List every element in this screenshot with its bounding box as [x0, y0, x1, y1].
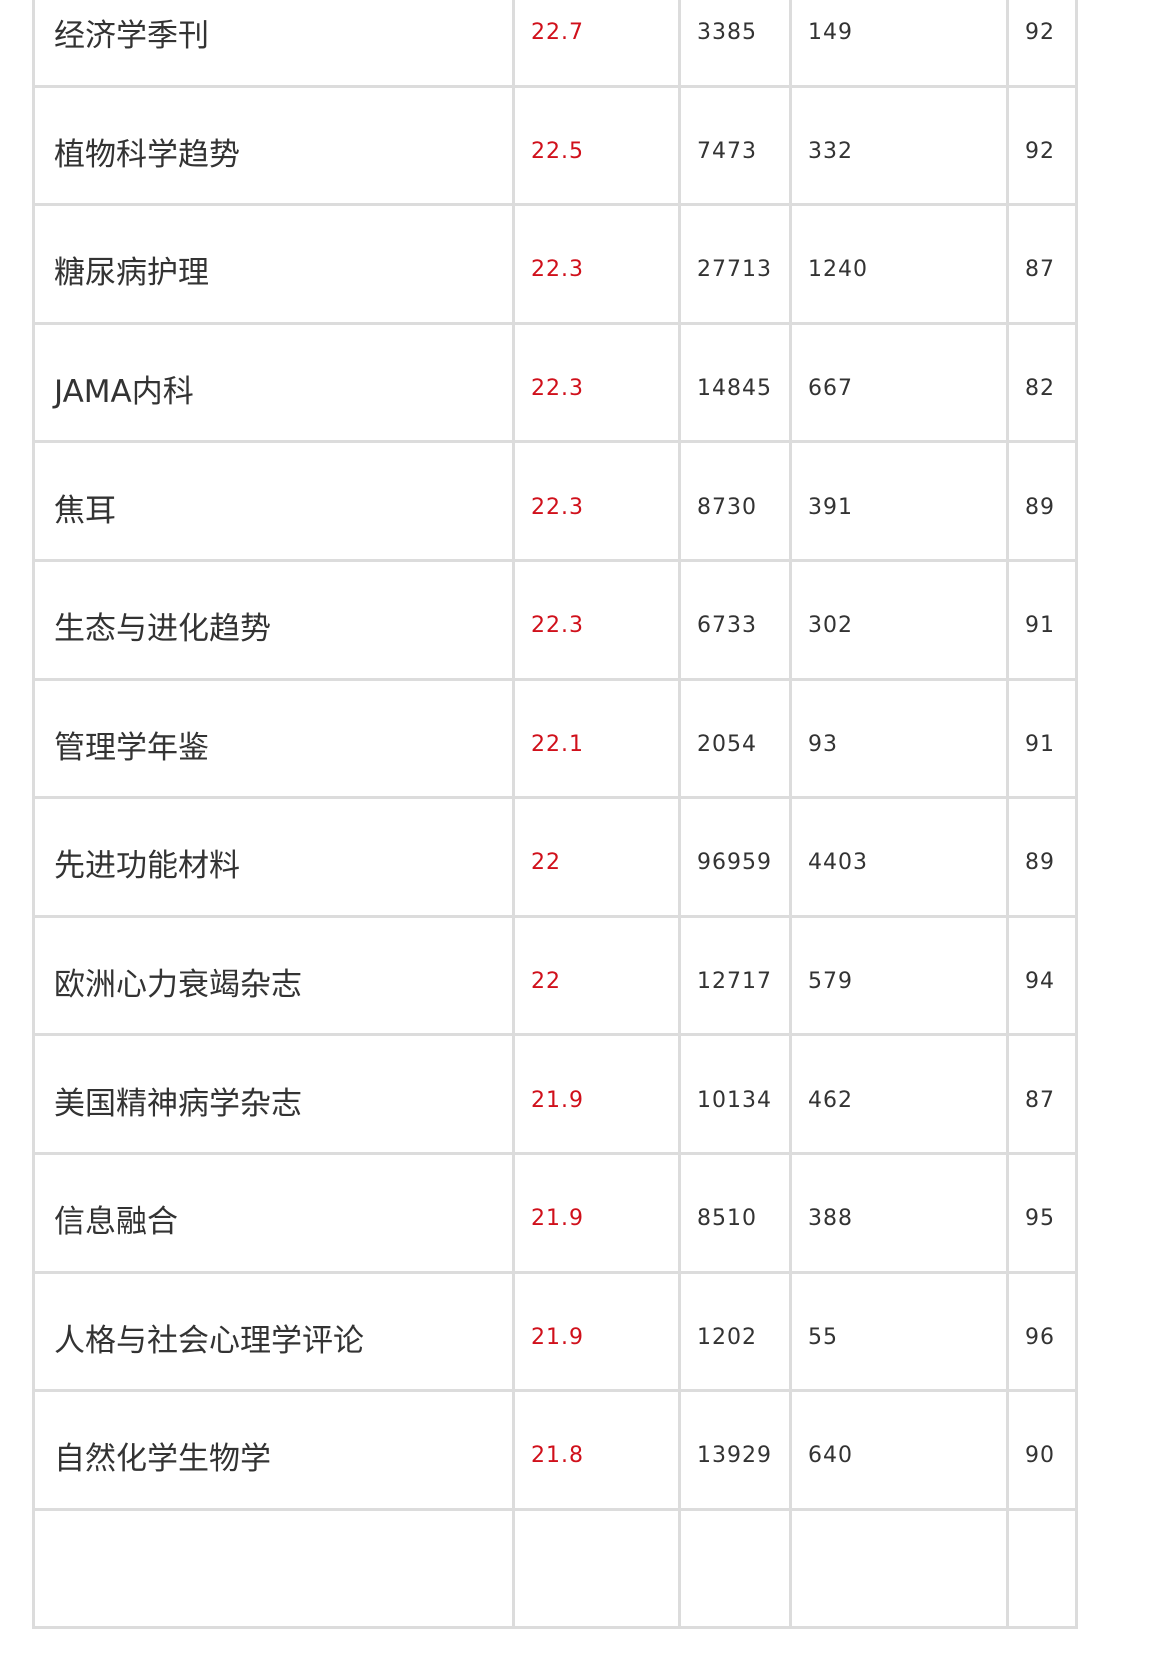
score-cell: 87: [1006, 203, 1078, 325]
impact-factor-cell: 21.9: [512, 1033, 681, 1155]
journal-table: 经济学季刊 22.7 3385 149 92 植物科学趋势 22.5 7473 332 92 糖尿病…: [32, 0, 1078, 1630]
score-cell: 92: [1006, 84, 1078, 207]
table-row: 经济学季刊 22.7 3385 149 92: [32, 0, 1078, 88]
journal-name-cell: 经济学季刊: [32, 0, 515, 88]
journal-name-cell: 先进功能材料: [32, 796, 515, 918]
impact-factor-cell: 22.7: [512, 0, 681, 88]
journal-name-cell: 植物科学趋势: [32, 84, 515, 207]
impact-factor-cell: 22.3: [512, 321, 681, 444]
table-row: 自然化学生物学 21.8 13929 640 90: [32, 1389, 1078, 1511]
score-cell: 91: [1006, 677, 1078, 800]
journal-name-cell: 人格与社会心理学评论: [32, 1270, 515, 1393]
articles-cell: 462: [789, 1033, 1009, 1155]
score-cell: 90: [1006, 1389, 1078, 1511]
citations-cell: 1202: [678, 1270, 792, 1393]
citations-cell: 2054: [678, 677, 792, 800]
table-row: 管理学年鉴 22.1 2054 93 91: [32, 677, 1078, 800]
impact-factor-cell: 22.3: [512, 203, 681, 325]
journal-name-cell: 管理学年鉴: [32, 677, 515, 800]
articles-cell: 579: [789, 914, 1009, 1037]
score-cell: 89: [1006, 796, 1078, 918]
table-row: [32, 1507, 1078, 1630]
table-row: 人格与社会心理学评论 21.9 1202 55 96: [32, 1270, 1078, 1393]
citations-cell: 96959: [678, 796, 792, 918]
citations-cell: 12717: [678, 914, 792, 1037]
citations-cell: [678, 1507, 792, 1630]
table-row: 生态与进化趋势 22.3 6733 302 91: [32, 558, 1078, 681]
journal-name-cell: 信息融合: [32, 1151, 515, 1274]
impact-factor-cell: 22.1: [512, 677, 681, 800]
impact-factor-cell: 21.8: [512, 1389, 681, 1511]
citations-cell: 10134: [678, 1033, 792, 1155]
articles-cell: 93: [789, 677, 1009, 800]
articles-cell: [789, 1507, 1009, 1630]
score-cell: 94: [1006, 914, 1078, 1037]
table-row: 美国精神病学杂志 21.9 10134 462 87: [32, 1033, 1078, 1155]
citations-cell: 13929: [678, 1389, 792, 1511]
citations-cell: 27713: [678, 203, 792, 325]
citations-cell: 8510: [678, 1151, 792, 1274]
impact-factor-cell: 22.3: [512, 558, 681, 681]
journal-name-cell: 美国精神病学杂志: [32, 1033, 515, 1155]
impact-factor-cell: 21.9: [512, 1270, 681, 1393]
journal-name-cell: 生态与进化趋势: [32, 558, 515, 681]
score-cell: 87: [1006, 1033, 1078, 1155]
impact-factor-cell: 21.9: [512, 1151, 681, 1274]
articles-cell: 149: [789, 0, 1009, 88]
journal-name-cell: 欧洲心力衰竭杂志: [32, 914, 515, 1037]
impact-factor-cell: 22.3: [512, 440, 681, 562]
articles-cell: 667: [789, 321, 1009, 444]
citations-cell: 7473: [678, 84, 792, 207]
impact-factor-cell: 22: [512, 914, 681, 1037]
table-row: 信息融合 21.9 8510 388 95: [32, 1151, 1078, 1274]
table-row: 先进功能材料 22 96959 4403 89: [32, 796, 1078, 918]
journal-name-cell: 糖尿病护理: [32, 203, 515, 325]
table-row: 焦耳 22.3 8730 391 89: [32, 440, 1078, 562]
table-row: JAMA内科 22.3 14845 667 82: [32, 321, 1078, 444]
citations-cell: 14845: [678, 321, 792, 444]
journal-name-cell: [32, 1507, 515, 1630]
table-row: 糖尿病护理 22.3 27713 1240 87: [32, 203, 1078, 325]
articles-cell: 302: [789, 558, 1009, 681]
articles-cell: 640: [789, 1389, 1009, 1511]
score-cell: 89: [1006, 440, 1078, 562]
articles-cell: 55: [789, 1270, 1009, 1393]
impact-factor-cell: 22: [512, 796, 681, 918]
journal-name-cell: 焦耳: [32, 440, 515, 562]
score-cell: 91: [1006, 558, 1078, 681]
articles-cell: 388: [789, 1151, 1009, 1274]
articles-cell: 1240: [789, 203, 1009, 325]
citations-cell: 6733: [678, 558, 792, 681]
articles-cell: 332: [789, 84, 1009, 207]
score-cell: 96: [1006, 1270, 1078, 1393]
score-cell: 92: [1006, 0, 1078, 88]
journal-name-cell: 自然化学生物学: [32, 1389, 515, 1511]
articles-cell: 4403: [789, 796, 1009, 918]
score-cell: [1006, 1507, 1078, 1630]
journal-name-cell: JAMA内科: [32, 321, 515, 444]
score-cell: 95: [1006, 1151, 1078, 1274]
articles-cell: 391: [789, 440, 1009, 562]
citations-cell: 3385: [678, 0, 792, 88]
impact-factor-cell: 22.5: [512, 84, 681, 207]
table-row: 欧洲心力衰竭杂志 22 12717 579 94: [32, 914, 1078, 1037]
table-row: 植物科学趋势 22.5 7473 332 92: [32, 84, 1078, 207]
citations-cell: 8730: [678, 440, 792, 562]
impact-factor-cell: [512, 1507, 681, 1630]
score-cell: 82: [1006, 321, 1078, 444]
